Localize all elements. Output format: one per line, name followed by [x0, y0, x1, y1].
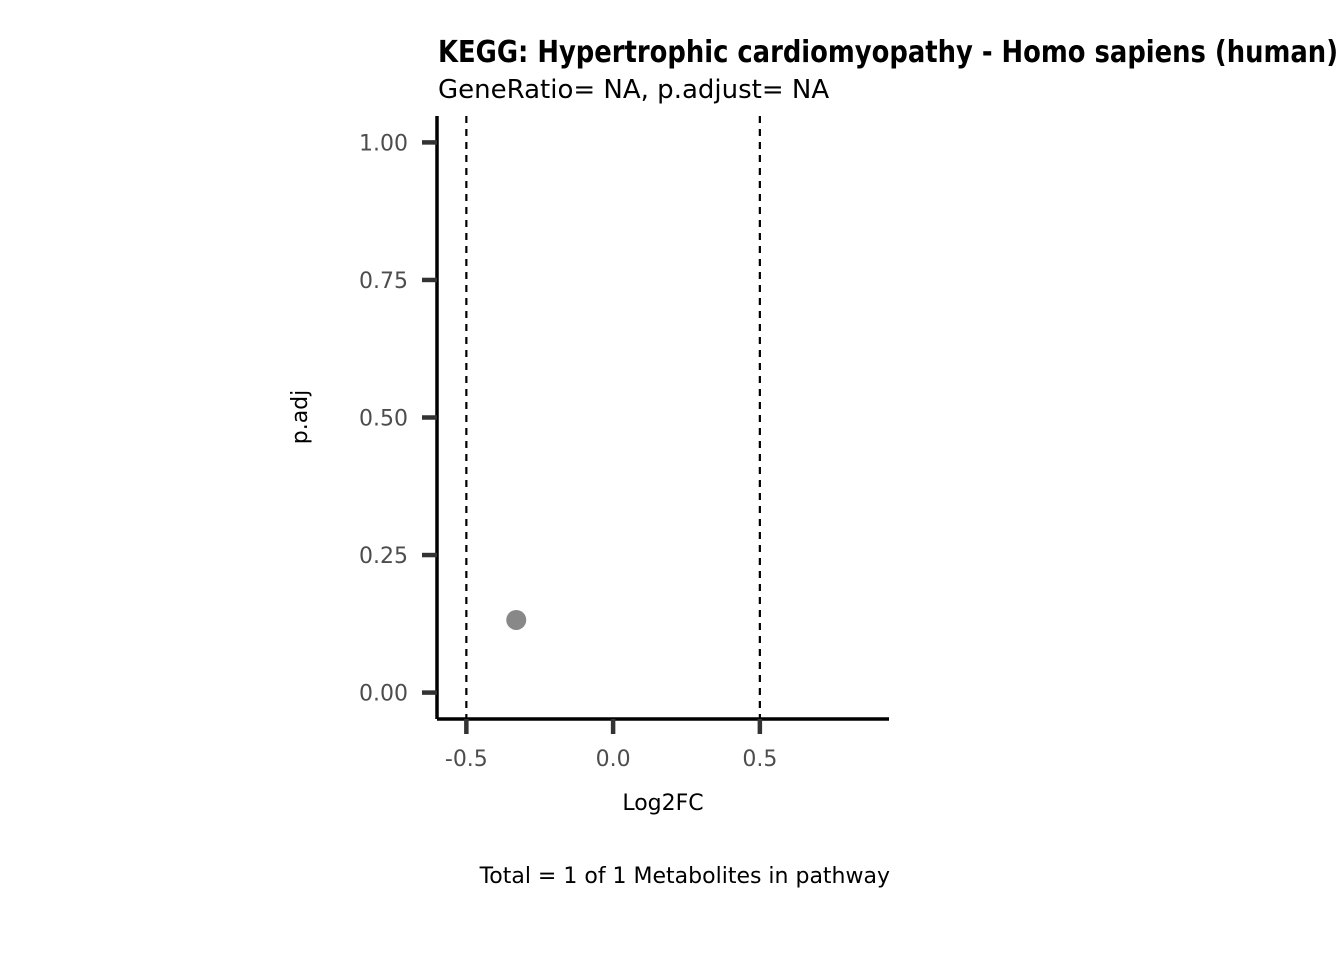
x-axis-ticks: -0.5 0.0 0.5 — [445, 719, 777, 772]
y-tick-label: 0.00 — [359, 682, 408, 707]
x-tick-label: 0.5 — [742, 747, 777, 772]
y-tick-label: 1.00 — [359, 131, 408, 156]
x-tick-label: 0.0 — [596, 747, 631, 772]
chart-subtitle: GeneRatio= NA, p.adjust= NA — [438, 75, 829, 105]
y-tick-label: 0.50 — [359, 407, 408, 432]
x-axis-title: Log2FC — [622, 791, 703, 816]
chart-title: KEGG: Hypertrophic cardiomyopathy - Homo… — [438, 35, 1338, 70]
chart-caption: Total = 1 of 1 Metabolites in pathway — [479, 864, 890, 889]
y-tick-label: 0.25 — [359, 544, 408, 569]
y-axis-title: p.adj — [288, 390, 313, 445]
threshold-lines — [465, 116, 761, 719]
y-tick-label: 0.75 — [359, 269, 408, 294]
x-tick-label: -0.5 — [445, 747, 488, 772]
data-point-1 — [506, 609, 527, 630]
y-axis-ticks: 0.00 0.25 0.50 0.75 1.00 — [359, 131, 437, 707]
data-points — [506, 609, 527, 630]
